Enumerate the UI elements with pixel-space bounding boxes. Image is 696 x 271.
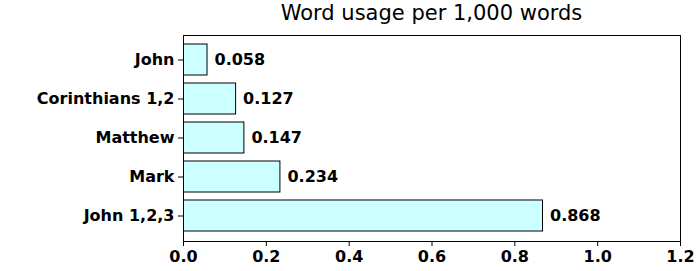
svg-text:John: John [134,50,175,69]
svg-text:Corinthians 1,2: Corinthians 1,2 [37,89,175,108]
svg-text:0.8: 0.8 [501,247,529,266]
svg-text:0.058: 0.058 [215,50,266,69]
svg-text:0.127: 0.127 [243,89,294,108]
html-text:Word usage per 1,000 words: Word usage per 1,000 words [280,1,583,25]
svg-text:John 1,2,3: John 1,2,3 [83,206,175,225]
svg-text:0.868: 0.868 [550,206,601,225]
svg-text:0.2: 0.2 [252,247,280,266]
svg-text:0.0: 0.0 [169,247,197,266]
svg-text:0.147: 0.147 [251,128,302,147]
svg-text:0.4: 0.4 [335,247,363,266]
svg-text:0.234: 0.234 [287,167,338,186]
svg-text:1.2: 1.2 [666,247,694,266]
svg-text:Matthew: Matthew [95,128,174,147]
svg-text:1.0: 1.0 [583,247,611,266]
svg-text:Mark: Mark [129,167,175,186]
svg-text:0.6: 0.6 [418,247,446,266]
